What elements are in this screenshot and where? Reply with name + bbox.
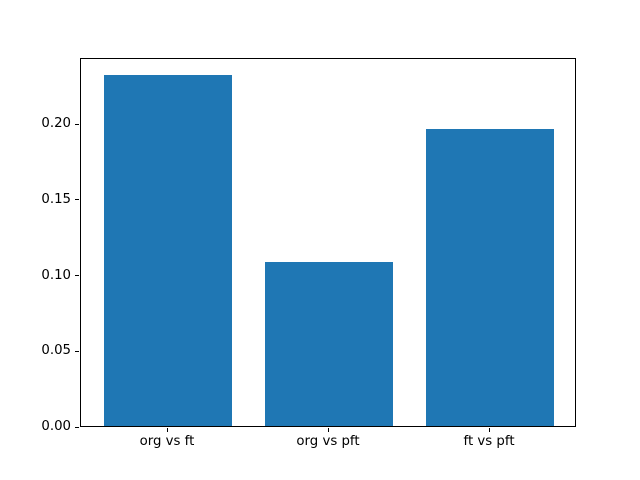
x-tick-mark <box>328 428 329 432</box>
y-tick-label: 0.10 <box>41 267 71 283</box>
bar-org-vs-pft <box>264 262 394 426</box>
y-tick-mark <box>75 199 79 201</box>
bar-org-vs-ft <box>103 74 233 426</box>
y-tick-label: 0.15 <box>41 191 71 207</box>
x-tick-label: org vs ft <box>139 434 195 449</box>
y-tick-mark <box>75 123 79 125</box>
x-tick-mark <box>489 428 491 432</box>
y-tick-label: 0.00 <box>41 419 71 434</box>
x-tick-label: org vs pft <box>296 434 360 449</box>
y-tick-mark <box>75 426 79 428</box>
y-tick-label: 0.20 <box>41 116 71 132</box>
y-tick-mark <box>75 350 79 352</box>
plot-area <box>80 58 576 427</box>
x-tick-mark <box>166 428 168 432</box>
y-tick-mark <box>75 275 79 277</box>
x-tick-label: ft vs pft <box>463 434 515 449</box>
y-tick-label: 0.05 <box>41 343 71 359</box>
bar-ft-vs-pft <box>425 129 555 426</box>
